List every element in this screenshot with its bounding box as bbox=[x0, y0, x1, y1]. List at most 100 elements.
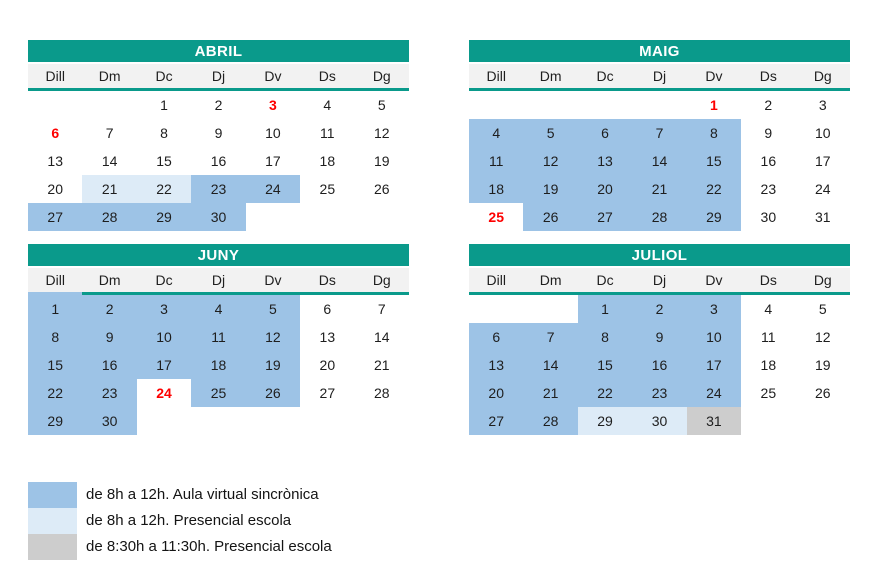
day-cell[interactable]: 25 bbox=[300, 175, 355, 203]
day-cell[interactable]: 27 bbox=[469, 407, 524, 435]
day-cell[interactable]: 11 bbox=[741, 323, 796, 351]
day-cell[interactable]: 26 bbox=[354, 175, 409, 203]
day-cell[interactable]: 18 bbox=[300, 147, 355, 175]
day-cell[interactable]: 16 bbox=[741, 147, 796, 175]
day-cell[interactable]: 12 bbox=[795, 323, 850, 351]
day-cell[interactable]: 13 bbox=[577, 147, 633, 175]
day-cell[interactable]: 31 bbox=[795, 203, 850, 231]
day-cell[interactable]: 30 bbox=[741, 203, 796, 231]
day-cell[interactable]: 17 bbox=[686, 351, 742, 379]
day-cell[interactable]: 24 bbox=[245, 175, 301, 203]
day-cell[interactable]: 7 bbox=[632, 119, 687, 147]
day-cell[interactable]: 12 bbox=[523, 147, 578, 175]
day-cell[interactable]: 4 bbox=[469, 119, 524, 147]
day-cell[interactable]: 19 bbox=[245, 351, 301, 379]
day-cell[interactable]: 17 bbox=[245, 147, 301, 175]
day-cell[interactable]: 6 bbox=[577, 119, 633, 147]
day-cell[interactable]: 6 bbox=[300, 295, 355, 323]
day-cell[interactable]: 13 bbox=[300, 323, 355, 351]
day-cell[interactable]: 6 bbox=[28, 119, 83, 147]
day-cell[interactable]: 17 bbox=[136, 351, 192, 379]
day-cell[interactable]: 19 bbox=[795, 351, 850, 379]
day-cell[interactable]: 5 bbox=[795, 295, 850, 323]
day-cell[interactable]: 1 bbox=[28, 295, 83, 323]
day-cell[interactable]: 5 bbox=[354, 91, 409, 119]
day-cell[interactable]: 22 bbox=[28, 379, 83, 407]
day-cell[interactable]: 20 bbox=[300, 351, 355, 379]
day-cell[interactable]: 13 bbox=[469, 351, 524, 379]
day-cell[interactable]: 30 bbox=[191, 203, 246, 231]
day-cell[interactable]: 10 bbox=[136, 323, 192, 351]
day-cell[interactable]: 4 bbox=[741, 295, 796, 323]
day-cell[interactable]: 1 bbox=[577, 295, 633, 323]
day-cell[interactable]: 5 bbox=[523, 119, 578, 147]
day-cell[interactable]: 10 bbox=[686, 323, 742, 351]
day-cell[interactable]: 24 bbox=[136, 379, 192, 407]
day-cell[interactable]: 16 bbox=[82, 351, 137, 379]
day-cell[interactable]: 26 bbox=[245, 379, 301, 407]
day-cell[interactable]: 9 bbox=[191, 119, 246, 147]
day-cell[interactable]: 16 bbox=[191, 147, 246, 175]
day-cell[interactable]: 19 bbox=[523, 175, 578, 203]
day-cell[interactable]: 27 bbox=[577, 203, 633, 231]
day-cell[interactable]: 28 bbox=[523, 407, 578, 435]
day-cell[interactable]: 23 bbox=[741, 175, 796, 203]
day-cell[interactable]: 3 bbox=[245, 91, 301, 119]
day-cell[interactable]: 26 bbox=[795, 379, 850, 407]
day-cell[interactable]: 5 bbox=[245, 295, 301, 323]
day-cell[interactable]: 20 bbox=[577, 175, 633, 203]
day-cell[interactable]: 22 bbox=[686, 175, 742, 203]
day-cell[interactable]: 25 bbox=[741, 379, 796, 407]
day-cell[interactable]: 8 bbox=[686, 119, 742, 147]
day-cell[interactable]: 9 bbox=[82, 323, 137, 351]
day-cell[interactable]: 28 bbox=[632, 203, 687, 231]
day-cell[interactable]: 7 bbox=[523, 323, 578, 351]
day-cell[interactable]: 12 bbox=[245, 323, 301, 351]
day-cell[interactable]: 1 bbox=[136, 91, 192, 119]
day-cell[interactable]: 13 bbox=[28, 147, 83, 175]
day-cell[interactable]: 8 bbox=[136, 119, 192, 147]
day-cell[interactable]: 31 bbox=[686, 407, 742, 435]
day-cell[interactable]: 14 bbox=[632, 147, 687, 175]
day-cell[interactable]: 23 bbox=[191, 175, 246, 203]
day-cell[interactable]: 14 bbox=[82, 147, 137, 175]
day-cell[interactable]: 28 bbox=[354, 379, 409, 407]
day-cell[interactable]: 21 bbox=[82, 175, 137, 203]
day-cell[interactable]: 27 bbox=[28, 203, 83, 231]
day-cell[interactable]: 9 bbox=[632, 323, 687, 351]
day-cell[interactable]: 15 bbox=[28, 351, 83, 379]
day-cell[interactable]: 29 bbox=[686, 203, 742, 231]
day-cell[interactable]: 23 bbox=[632, 379, 687, 407]
day-cell[interactable]: 29 bbox=[136, 203, 192, 231]
day-cell[interactable]: 2 bbox=[741, 91, 796, 119]
day-cell[interactable]: 4 bbox=[300, 91, 355, 119]
day-cell[interactable]: 15 bbox=[686, 147, 742, 175]
day-cell[interactable]: 21 bbox=[523, 379, 578, 407]
day-cell[interactable]: 29 bbox=[28, 407, 83, 435]
day-cell[interactable]: 8 bbox=[577, 323, 633, 351]
day-cell[interactable]: 20 bbox=[469, 379, 524, 407]
day-cell[interactable]: 11 bbox=[469, 147, 524, 175]
day-cell[interactable]: 11 bbox=[191, 323, 246, 351]
day-cell[interactable]: 28 bbox=[82, 203, 137, 231]
day-cell[interactable]: 3 bbox=[795, 91, 850, 119]
day-cell[interactable]: 10 bbox=[795, 119, 850, 147]
day-cell[interactable]: 6 bbox=[469, 323, 524, 351]
day-cell[interactable]: 2 bbox=[632, 295, 687, 323]
day-cell[interactable]: 15 bbox=[577, 351, 633, 379]
day-cell[interactable]: 18 bbox=[741, 351, 796, 379]
day-cell[interactable]: 3 bbox=[686, 295, 742, 323]
day-cell[interactable]: 26 bbox=[523, 203, 578, 231]
day-cell[interactable]: 17 bbox=[795, 147, 850, 175]
day-cell[interactable]: 15 bbox=[136, 147, 192, 175]
day-cell[interactable]: 27 bbox=[300, 379, 355, 407]
day-cell[interactable]: 2 bbox=[191, 91, 246, 119]
day-cell[interactable]: 18 bbox=[191, 351, 246, 379]
day-cell[interactable]: 9 bbox=[741, 119, 796, 147]
day-cell[interactable]: 3 bbox=[136, 295, 192, 323]
day-cell[interactable]: 11 bbox=[300, 119, 355, 147]
day-cell[interactable]: 23 bbox=[82, 379, 137, 407]
day-cell[interactable]: 21 bbox=[632, 175, 687, 203]
day-cell[interactable]: 29 bbox=[577, 407, 633, 435]
day-cell[interactable]: 7 bbox=[354, 295, 409, 323]
